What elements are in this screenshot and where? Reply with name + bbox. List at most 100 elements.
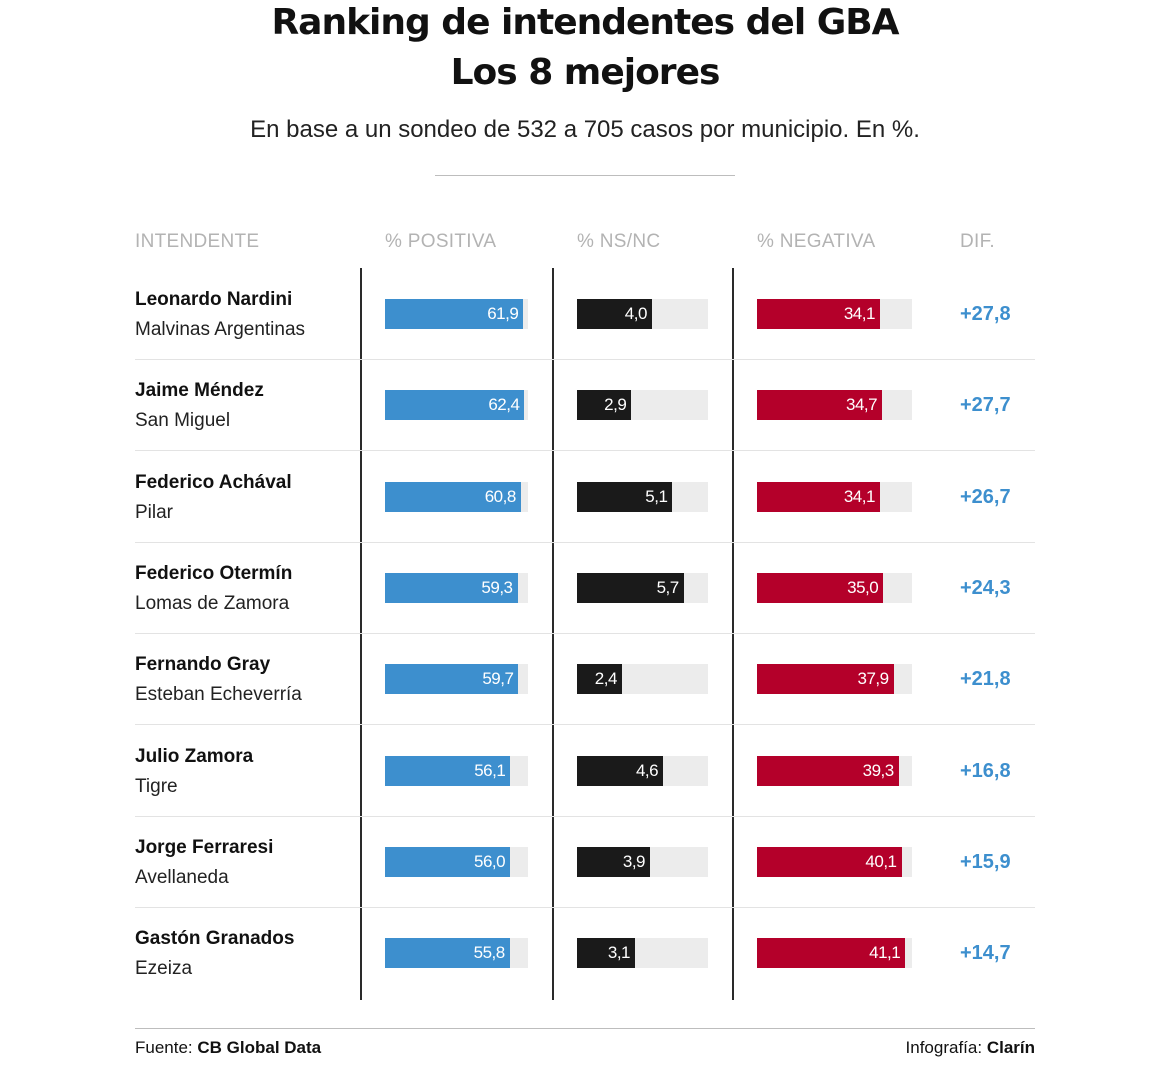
footer-credit-label: Infografía: bbox=[905, 1038, 983, 1057]
footer-divider bbox=[135, 1028, 1035, 1029]
municipio-name: Esteban Echeverría bbox=[135, 684, 302, 706]
bar-negativa-label: 39,3 bbox=[862, 760, 895, 780]
bar-positiva-track: 60,8 bbox=[385, 481, 528, 512]
bar-positiva-track: 59,7 bbox=[385, 664, 528, 695]
bar-positiva-track: 59,3 bbox=[385, 572, 528, 603]
column-divider-negativa bbox=[732, 268, 734, 1000]
municipio-name: Lomas de Zamora bbox=[135, 592, 290, 614]
bar-negativa-label: 35,0 bbox=[847, 577, 879, 597]
bar-nsnc bbox=[577, 755, 664, 786]
title-divider bbox=[435, 175, 735, 176]
intendente-name: Leonardo Nardini bbox=[135, 289, 293, 310]
bar-negativa bbox=[757, 390, 883, 421]
column-header-intendente: INTENDENTE bbox=[135, 231, 260, 252]
bar-negativa-label: 34,1 bbox=[843, 486, 876, 506]
intendente-name: Gastón Granados bbox=[135, 928, 295, 950]
bar-negativa bbox=[757, 481, 880, 512]
bar-nsnc-label: 2,9 bbox=[604, 395, 627, 415]
row-separator bbox=[135, 724, 1035, 726]
dif-value: +16,8 bbox=[960, 759, 1011, 782]
bar-negativa bbox=[757, 299, 880, 329]
bar-nsnc-track: 3,1 bbox=[577, 938, 708, 969]
bar-negativa-label: 34,7 bbox=[846, 395, 878, 415]
dif-value: +26,7 bbox=[960, 485, 1011, 508]
intendente-name: Jaime Méndez bbox=[135, 380, 264, 402]
bar-negativa bbox=[757, 938, 906, 969]
bar-positiva-track: 62,4 bbox=[385, 390, 528, 421]
bar-nsnc-track: 3,9 bbox=[577, 846, 708, 877]
bar-nsnc bbox=[577, 664, 622, 695]
municipio-name: Ezeiza bbox=[135, 958, 193, 980]
table-row: Fernando Gray Esteban Echeverría 59,7 2,4 37… bbox=[135, 634, 1035, 726]
table-row: Gastón Granados Ezeiza 55,8 3,1 41,1 +14,7 bbox=[135, 908, 1035, 999]
bar-negativa-track: 37,9 bbox=[757, 664, 912, 695]
intendente-name: Jorge Ferraresi bbox=[135, 836, 274, 858]
bar-nsnc-label: 3,9 bbox=[622, 851, 646, 871]
row-separator bbox=[135, 541, 1035, 543]
column-header-positiva: % POSITIVA bbox=[385, 231, 497, 252]
chart-title-line2: Los 8 mejores bbox=[450, 52, 721, 93]
row-separator bbox=[135, 906, 1035, 908]
dif-value: +24,3 bbox=[960, 576, 1011, 599]
chart-title-line1: Ranking de intendentes del GBA bbox=[271, 2, 899, 43]
bar-positiva-label: 55,8 bbox=[473, 943, 506, 963]
bar-negativa-label: 34,1 bbox=[843, 304, 876, 323]
bar-positiva-label: 61,9 bbox=[487, 304, 519, 323]
intendente-name: Federico Otermín bbox=[135, 562, 293, 584]
bar-positiva bbox=[385, 481, 521, 512]
table-row: Federico Otermín Lomas de Zamora 59,3 5,7 35… bbox=[135, 543, 1035, 634]
bar-negativa bbox=[757, 846, 902, 877]
dif-value: +27,8 bbox=[960, 303, 1011, 325]
bar-nsnc-label: 5,7 bbox=[656, 577, 680, 597]
bar-nsnc bbox=[577, 481, 673, 512]
dif-value: +27,7 bbox=[960, 394, 1011, 417]
bar-negativa-track: 40,1 bbox=[757, 846, 912, 877]
bar-negativa-track: 34,1 bbox=[757, 299, 912, 329]
bar-negativa-label: 37,9 bbox=[857, 669, 890, 689]
bar-negativa-track: 35,0 bbox=[757, 572, 912, 603]
bar-nsnc bbox=[577, 846, 650, 877]
bar-negativa-track: 34,1 bbox=[757, 481, 912, 512]
row-separator bbox=[135, 632, 1035, 634]
bar-nsnc-track: 4,0 bbox=[577, 299, 708, 329]
bar-nsnc-track: 2,9 bbox=[577, 390, 708, 421]
bar-nsnc-label: 3,1 bbox=[607, 943, 631, 963]
bar-nsnc-track: 5,7 bbox=[577, 572, 708, 603]
table-row: Federico Achával Pilar 60,8 5,1 34,1 +26,7 bbox=[135, 452, 1035, 543]
municipio-name: San Miguel bbox=[135, 410, 231, 432]
bar-negativa-track: 34,7 bbox=[757, 390, 912, 421]
bar-nsnc-track: 4,6 bbox=[577, 755, 708, 786]
footer-credit: Infografía: Clarín bbox=[906, 1038, 1035, 1058]
bar-nsnc-label: 4,0 bbox=[624, 304, 648, 323]
bar-positiva-label: 59,7 bbox=[482, 669, 514, 689]
column-divider-nsnc bbox=[552, 268, 554, 1000]
bar-positiva-label: 56,1 bbox=[474, 760, 506, 780]
bar-positiva bbox=[385, 755, 511, 786]
column-divider-positiva bbox=[360, 268, 362, 1000]
bar-nsnc bbox=[577, 299, 652, 329]
municipio-name: Avellaneda bbox=[135, 866, 229, 888]
column-header-negativa: % NEGATIVA bbox=[757, 231, 876, 252]
bar-nsnc-label: 4,6 bbox=[635, 760, 659, 780]
bar-negativa-track: 41,1 bbox=[757, 938, 912, 969]
bar-nsnc bbox=[577, 572, 684, 603]
bar-positiva bbox=[385, 299, 524, 329]
bar-positiva bbox=[385, 938, 510, 969]
bar-positiva-label: 60,8 bbox=[484, 486, 517, 506]
intendente-name: Julio Zamora bbox=[135, 745, 254, 767]
table-row: Jorge Ferraresi Avellaneda 56,0 3,9 40,1 +15,… bbox=[135, 817, 1035, 908]
table-row: Jaime Méndez San Miguel 62,4 2,9 34,7 +27,7 bbox=[135, 360, 1035, 452]
bar-positiva-label: 59,3 bbox=[481, 577, 513, 597]
intendente-name: Fernando Gray bbox=[135, 654, 271, 676]
bar-negativa bbox=[757, 572, 884, 603]
bar-positiva-label: 56,0 bbox=[474, 851, 506, 871]
table-row: Julio Zamora Tigre 56,1 4,6 39,3 +16,8 bbox=[135, 726, 1035, 817]
column-header-nsnc: % NS/NC bbox=[577, 231, 661, 252]
dif-value: +21,8 bbox=[960, 668, 1011, 691]
chart-subtitle: En base a un sondeo de 532 a 705 casos p… bbox=[250, 116, 920, 143]
bar-negativa-label: 41,1 bbox=[869, 943, 901, 963]
dif-value: +14,7 bbox=[960, 942, 1011, 965]
bar-positiva bbox=[385, 572, 518, 603]
bar-negativa-track: 39,3 bbox=[757, 755, 912, 786]
bar-negativa-label: 40,1 bbox=[865, 851, 897, 871]
